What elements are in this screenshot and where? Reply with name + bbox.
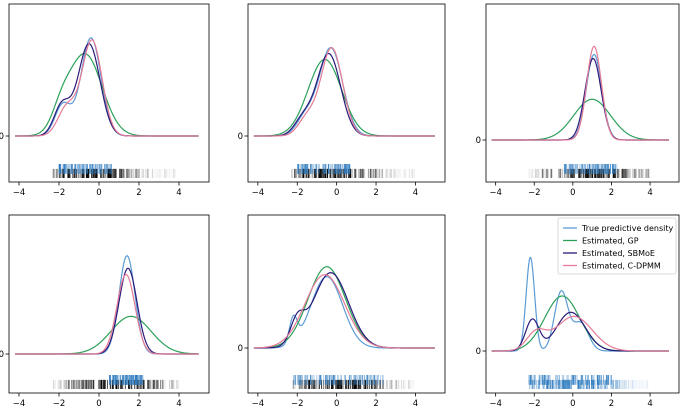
x-tick-label: 0 <box>96 399 101 406</box>
series-line-sbmoe <box>491 57 669 141</box>
series-line-cdpmm <box>491 45 669 141</box>
panel-1: −4 −2 0 2 4 0 <box>0 3 210 198</box>
x-tick-label: −2 <box>53 188 66 198</box>
legend-label-true: True predictive density <box>581 224 674 233</box>
rug-plot <box>528 375 649 389</box>
x-tick-label: −2 <box>53 399 66 406</box>
x-tick-label: −4 <box>489 399 502 406</box>
axes-frame <box>8 3 210 183</box>
series-line-true <box>253 276 435 349</box>
y-tick-label: 0 <box>0 132 4 142</box>
x-tick-label: −2 <box>291 399 304 406</box>
x-tick-label: 0 <box>96 188 101 198</box>
rug-plot <box>528 164 650 178</box>
series-line-cdpmm <box>15 273 199 355</box>
legend-label-gp: Estimated, GP <box>582 237 639 246</box>
y-tick-label: 0 <box>0 350 4 360</box>
legend-box <box>557 217 677 275</box>
x-tick-label: 2 <box>609 188 614 198</box>
x-tick-label: −4 <box>252 399 265 406</box>
rug-plot <box>52 164 176 178</box>
series-line-cdpmm <box>491 315 669 352</box>
legend: True predictive density Estimated, GP Esti… <box>557 217 677 275</box>
series-line-gp <box>15 52 199 137</box>
rug-plot <box>52 375 180 389</box>
series-line-gp <box>253 266 435 349</box>
rug-plot <box>291 164 415 178</box>
x-tick-label: 2 <box>373 399 378 406</box>
panel-5: −4 −2 0 2 4 0 <box>238 214 446 406</box>
x-tick-label: 2 <box>136 188 141 198</box>
x-tick-label: −4 <box>489 188 502 198</box>
rug-plot <box>292 375 415 389</box>
x-tick-label: −4 <box>13 188 26 198</box>
legend-label-cdpmm: Estimated, C-DPMM <box>582 262 661 271</box>
x-tick-label: 4 <box>647 399 652 406</box>
x-tick-label: −4 <box>252 188 265 198</box>
x-tick-label: 2 <box>609 399 614 406</box>
x-tick-label: 4 <box>647 188 652 198</box>
panel-4: −4 −2 0 2 4 0 <box>0 214 210 406</box>
series-line-cdpmm <box>15 39 199 137</box>
y-tick-label: 0 <box>476 136 481 146</box>
series-line-true <box>15 255 199 355</box>
series-line-true <box>491 53 669 141</box>
series-line-cdpmm <box>253 274 435 349</box>
series-line-gp <box>491 295 669 352</box>
x-tick-label: 4 <box>176 399 181 406</box>
x-tick-label: −4 <box>13 399 26 406</box>
y-tick-label: 0 <box>238 132 243 142</box>
series-line-sbmoe <box>15 267 199 355</box>
x-tick-label: 0 <box>334 188 339 198</box>
axes-frame <box>8 214 210 394</box>
series-line-sbmoe <box>253 52 435 137</box>
series-line-cdpmm <box>253 47 435 137</box>
x-tick-label: 0 <box>334 399 339 406</box>
x-tick-label: 2 <box>136 399 141 406</box>
axes-frame <box>485 214 680 394</box>
y-tick-label: 0 <box>238 344 243 354</box>
legend-label-sbmoe: Estimated, SBMoE <box>582 249 655 258</box>
x-tick-label: −2 <box>528 188 541 198</box>
panel-2: −4 −2 0 2 4 0 <box>238 3 446 198</box>
x-tick-label: 4 <box>413 188 418 198</box>
axes-frame <box>247 3 446 183</box>
x-tick-label: −2 <box>291 188 304 198</box>
x-tick-label: 0 <box>570 399 575 406</box>
x-tick-label: 0 <box>570 188 575 198</box>
series-line-gp <box>253 58 435 137</box>
axes-frame <box>485 3 680 183</box>
series-line-true <box>15 37 199 137</box>
y-tick-label: 0 <box>476 347 481 357</box>
x-tick-label: 4 <box>176 188 181 198</box>
x-tick-label: −2 <box>528 399 541 406</box>
series-line-sbmoe <box>15 43 199 137</box>
panel-6: −4 −2 0 2 4 0 <box>476 214 680 406</box>
x-tick-label: 4 <box>413 399 418 406</box>
series-line-gp <box>491 98 669 141</box>
panel-3: −4 −2 0 2 4 0 <box>476 3 680 198</box>
axes-frame <box>247 214 446 394</box>
x-tick-label: 2 <box>373 188 378 198</box>
